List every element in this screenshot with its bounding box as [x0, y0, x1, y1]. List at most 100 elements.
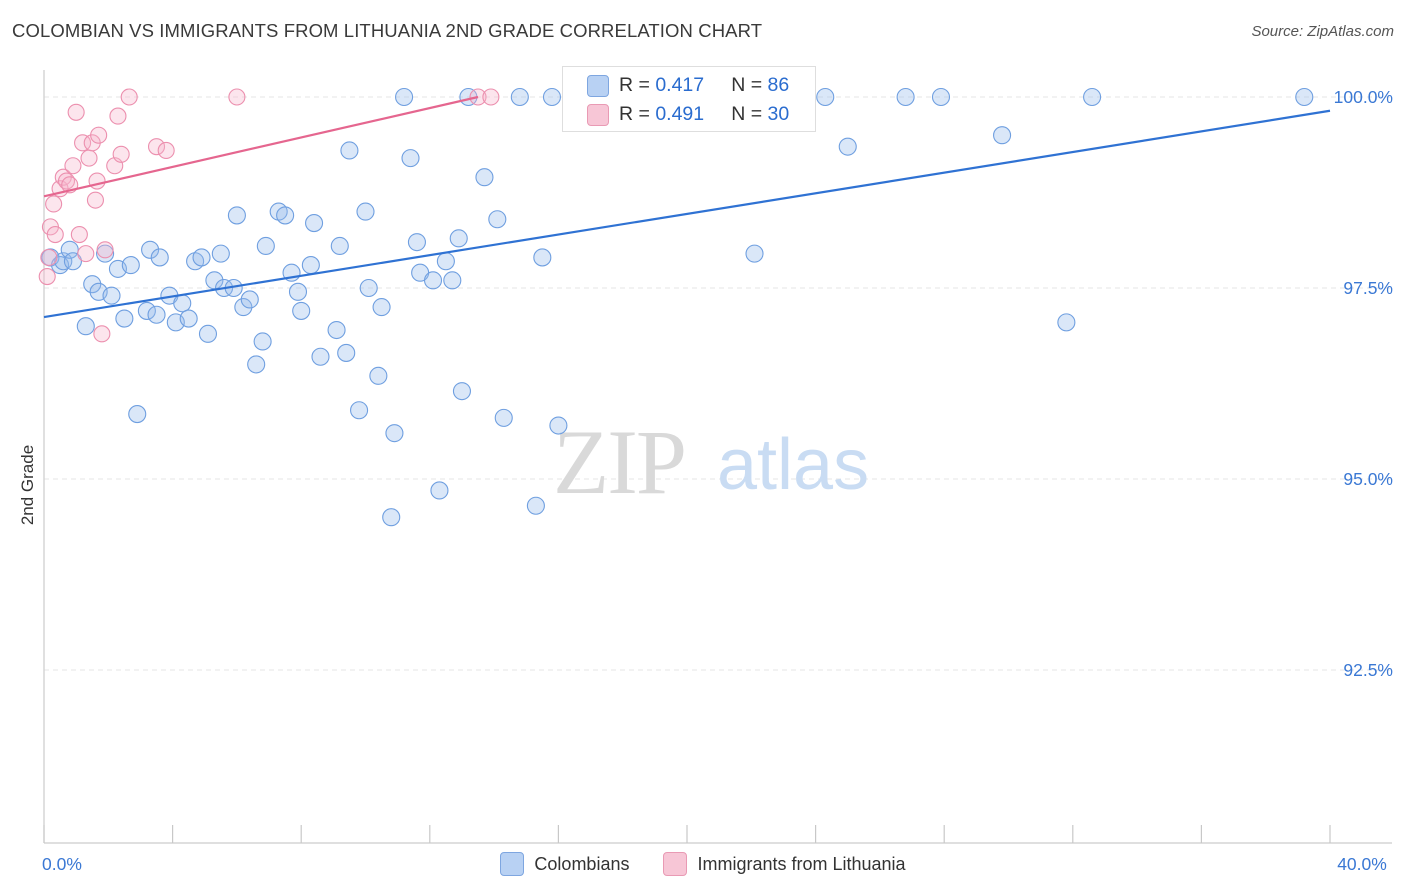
series-lithuania: [38, 88, 500, 343]
point-colombians: [549, 416, 568, 435]
point-colombians: [137, 301, 156, 320]
y-tick-label: 100.0%: [1334, 87, 1393, 107]
point-colombians: [173, 294, 192, 313]
point-colombians: [407, 233, 426, 252]
point-colombians: [96, 244, 115, 263]
point-lithuania: [482, 88, 500, 106]
x-tick-label: 40.0%: [1337, 854, 1387, 874]
point-colombians: [102, 286, 121, 305]
point-lithuania: [86, 191, 104, 209]
point-colombians: [330, 236, 349, 256]
point-colombians: [63, 252, 82, 271]
point-colombians: [488, 210, 507, 229]
point-colombians: [276, 206, 295, 225]
point-colombians: [1057, 313, 1076, 332]
point-lithuania: [74, 134, 92, 152]
point-colombians: [305, 214, 324, 233]
point-colombians: [288, 282, 308, 301]
axes: [43, 70, 1392, 844]
stats-legend: R = 0.417 N = 86 R = 0.491 N = 30: [562, 66, 816, 132]
n-value-colombians: 86: [767, 73, 790, 96]
point-lithuania: [40, 248, 58, 266]
n-label: N =: [731, 102, 763, 125]
point-colombians: [385, 424, 404, 443]
watermark-atlas: atlas: [717, 425, 869, 505]
trend-line-colombians: [43, 109, 1331, 319]
point-lithuania: [45, 195, 63, 213]
legend-label-colombians: Colombians: [534, 853, 630, 874]
r-label: R =: [619, 102, 650, 125]
point-colombians: [533, 248, 552, 267]
point-colombians: [340, 141, 359, 160]
n-value-lithuania: 30: [767, 102, 790, 125]
point-colombians: [211, 244, 230, 263]
point-lithuania: [109, 107, 127, 125]
trend-line-lithuania: [43, 95, 479, 198]
point-colombians: [1083, 87, 1102, 107]
point-colombians: [83, 275, 102, 294]
point-colombians: [423, 271, 443, 290]
point-lithuania: [38, 267, 56, 286]
bottom-legend: Colombians Immigrants from Lithuania: [0, 852, 1406, 876]
point-colombians: [227, 206, 246, 225]
point-colombians: [452, 382, 472, 401]
point-colombians: [192, 248, 211, 267]
point-lithuania: [64, 157, 82, 175]
tick-labels: 100.0% 97.5% 95.0% 92.5% 0.0% 40.0%: [42, 87, 1393, 874]
point-lithuania: [46, 225, 64, 244]
point-colombians: [931, 87, 951, 107]
point-colombians: [526, 496, 545, 515]
point-colombians: [337, 343, 356, 362]
point-colombians: [311, 347, 330, 366]
point-lithuania: [67, 103, 85, 121]
y-tick-label: 92.5%: [1343, 660, 1393, 680]
trend-lines: [43, 95, 1331, 319]
legend-item-lithuania: Immigrants from Lithuania: [663, 852, 906, 876]
point-colombians: [475, 168, 494, 187]
point-colombians: [494, 408, 513, 427]
r-value-colombians: 0.417: [655, 73, 705, 96]
point-colombians: [179, 309, 198, 328]
legend-label-lithuania: Immigrants from Lithuania: [697, 853, 906, 874]
point-lithuania: [90, 126, 108, 144]
lithuania-legend-swatch: [663, 852, 688, 876]
point-colombians: [395, 87, 414, 107]
point-lithuania: [80, 149, 98, 167]
point-lithuania: [228, 88, 246, 106]
point-colombians: [449, 229, 468, 248]
point-colombians: [121, 256, 140, 275]
point-colombians: [292, 301, 311, 320]
point-colombians: [253, 332, 272, 351]
lithuania-swatch: [587, 104, 609, 126]
point-lithuania: [77, 245, 95, 263]
point-colombians: [1295, 87, 1314, 107]
colombians-swatch: [587, 75, 609, 97]
point-colombians: [443, 271, 462, 290]
point-colombians: [542, 87, 562, 107]
point-colombians: [372, 298, 391, 317]
point-colombians: [150, 248, 169, 267]
point-colombians: [369, 366, 388, 385]
colombians-legend-swatch: [500, 852, 525, 876]
y-tick-label: 95.0%: [1343, 469, 1393, 489]
point-colombians: [382, 508, 401, 527]
point-colombians: [247, 355, 266, 374]
point-colombians: [993, 126, 1012, 145]
point-colombians: [115, 309, 134, 328]
point-colombians: [240, 290, 259, 309]
point-lithuania: [120, 88, 138, 106]
point-colombians: [54, 252, 73, 271]
legend-item-colombians: Colombians: [500, 852, 629, 876]
point-lithuania: [93, 325, 111, 343]
point-colombians: [301, 256, 320, 275]
point-colombians: [510, 87, 529, 107]
point-colombians: [436, 252, 455, 271]
watermark-zip: ZIP: [553, 411, 685, 513]
point-lithuania: [157, 141, 175, 160]
point-colombians: [816, 87, 835, 107]
point-lithuania: [96, 241, 114, 259]
point-colombians: [234, 298, 253, 317]
point-lithuania: [88, 172, 106, 190]
gridlines: [44, 96, 1392, 671]
